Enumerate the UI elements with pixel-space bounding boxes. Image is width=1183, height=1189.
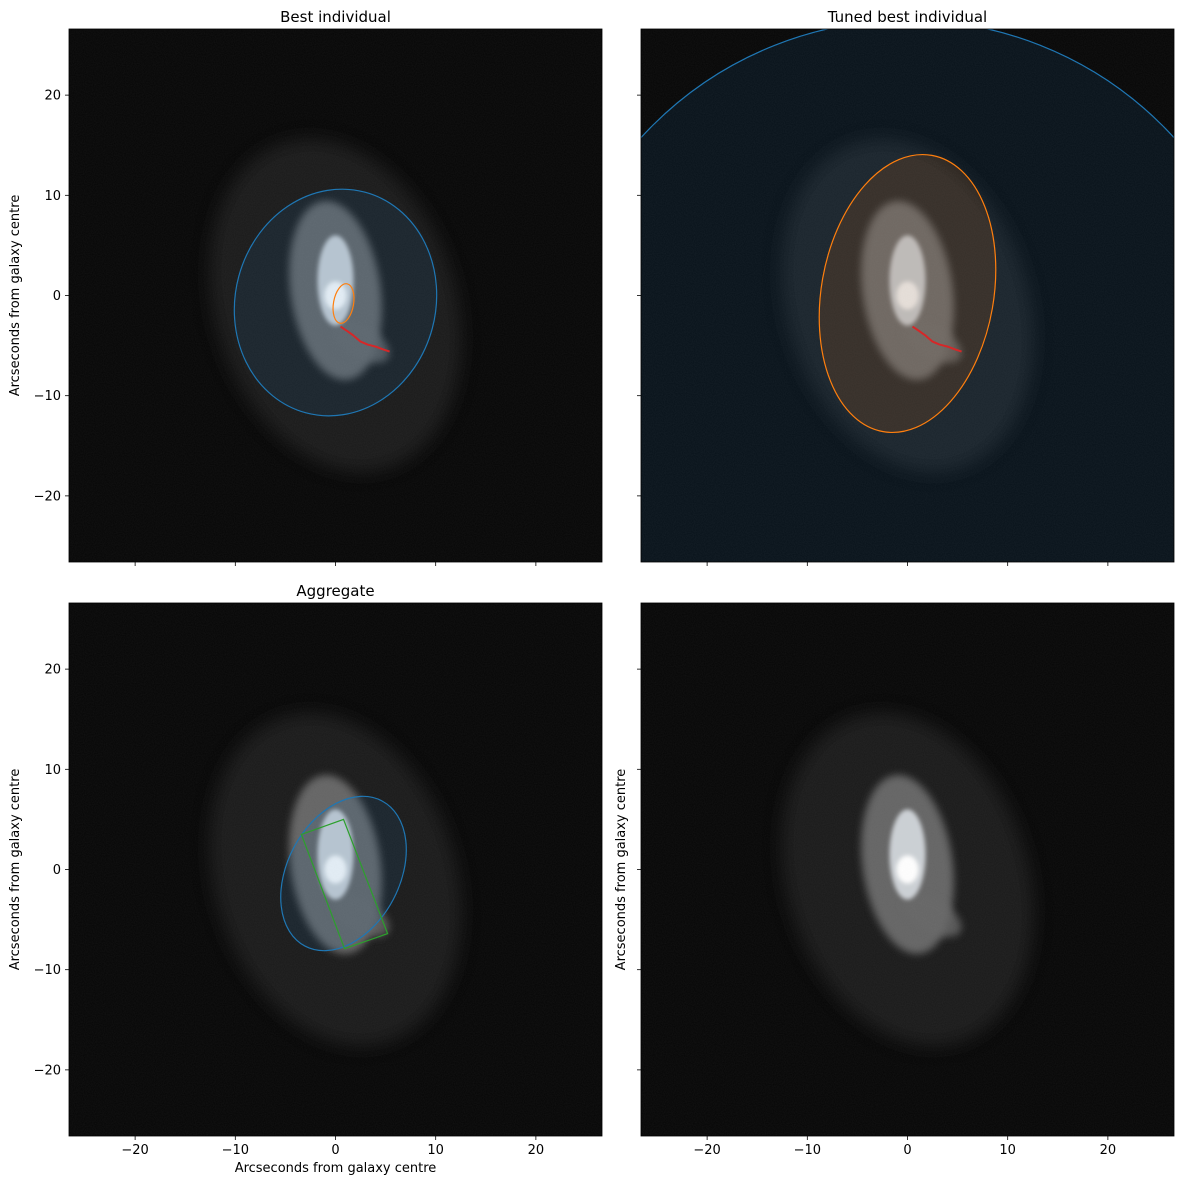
plot-area <box>69 29 602 562</box>
y-tick-label: 0 <box>53 863 61 878</box>
y-tick-label: −10 <box>34 963 61 978</box>
x-tick-label: −20 <box>121 1143 148 1158</box>
arm-polyline <box>339 325 390 353</box>
panel-2: Tuned best individual <box>637 8 1175 566</box>
plot-area <box>69 603 602 1136</box>
y-tick-label: 10 <box>44 189 61 204</box>
y-axis-label: Arcseconds from galaxy centre <box>614 769 629 971</box>
overlay-ellipse <box>332 283 355 324</box>
pixel-noise <box>69 603 602 1136</box>
overlay-ellipse <box>818 153 997 434</box>
panel-title: Tuned best individual <box>827 8 987 26</box>
y-tick-label: −20 <box>34 1063 61 1078</box>
overlay-ellipse <box>641 29 1174 562</box>
panel-title: Aggregate <box>296 582 374 600</box>
x-tick-label: −10 <box>794 1143 821 1158</box>
panel-title: Best individual <box>280 8 391 26</box>
plot-area <box>641 603 1174 1136</box>
y-tick-label: −10 <box>34 389 61 404</box>
y-tick-label: 10 <box>44 763 61 778</box>
bar-polygon <box>300 818 389 950</box>
overlay-ellipse <box>233 188 438 417</box>
x-tick-label: −20 <box>693 1143 720 1158</box>
y-tick-label: 0 <box>53 289 61 304</box>
x-tick-label: −10 <box>222 1143 249 1158</box>
arm-polyline <box>911 325 962 353</box>
x-tick-label: 10 <box>427 1143 444 1158</box>
x-tick-label: 0 <box>331 1143 339 1158</box>
plot-area <box>641 29 1174 562</box>
x-tick-label: 20 <box>1100 1143 1117 1158</box>
x-axis-label: Arcseconds from galaxy centre <box>235 1161 437 1176</box>
y-axis-label: Arcseconds from galaxy centre <box>8 195 23 397</box>
panel-4: −20 −10 0 10 20 Arcseconds from galaxy centre <box>614 602 1175 1158</box>
y-tick-label: −20 <box>34 489 61 504</box>
panel-1: −20 −10 0 10 20 Best individual Arcseconds fro… <box>8 8 603 566</box>
pixel-noise <box>641 29 1174 562</box>
panel-3: −20 −20 −10 −10 0 0 10 10 20 20 Aggregate Arcsecond… <box>8 582 603 1176</box>
y-axis-label: Arcseconds from galaxy centre <box>8 769 23 971</box>
x-tick-label: 0 <box>903 1143 911 1158</box>
x-tick-label: 20 <box>528 1143 545 1158</box>
y-tick-label: 20 <box>44 663 61 678</box>
y-tick-label: 20 <box>44 89 61 104</box>
pixel-noise <box>641 603 1174 1136</box>
overlay-ellipse <box>280 795 407 952</box>
x-tick-label: 10 <box>999 1143 1016 1158</box>
